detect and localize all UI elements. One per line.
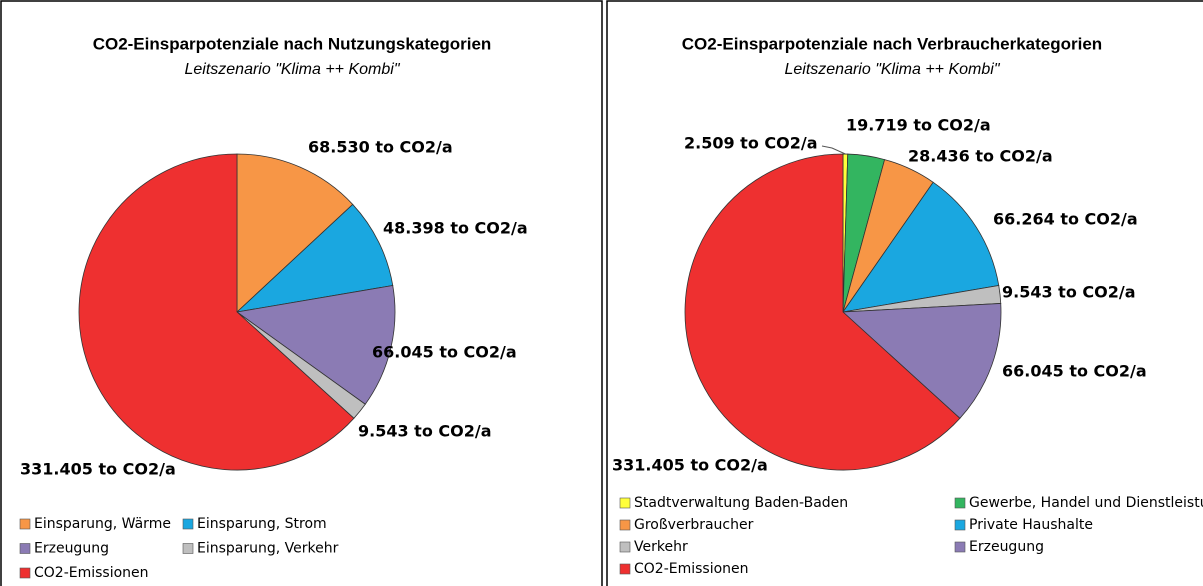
legend-label: Einsparung, Verkehr [197,541,339,557]
data-label: 66.045 to CO2/a [372,343,517,362]
legend-swatch [182,543,194,554]
data-label: 66.045 to CO2/a [1002,362,1147,381]
pie-slice [78,153,355,471]
data-label: 68.530 to CO2/a [308,138,453,157]
data-label: 28.436 to CO2/a [908,147,1053,166]
chart-title: CO2-Einsparpotenziale nach Nutzungskateg… [93,34,492,53]
data-label: 19.719 to CO2/a [846,116,991,135]
pie-slice [235,285,396,405]
legend-label: CO2-Emissionen [34,565,149,581]
legend-swatch [619,519,631,531]
legend-swatch [619,497,631,509]
data-label: 48.398 to CO2/a [383,219,528,238]
data-label: 66.264 to CO2/a [993,210,1138,229]
data-label: 331.405 to CO2/a [612,456,768,475]
pie-slice [235,203,394,313]
legend-label: Verkehr [634,539,688,555]
legend-label: Gewerbe, Handel und Dienstleistungen [969,495,1203,511]
legend-swatch [19,518,31,530]
panel-border [0,0,603,586]
legend-swatch [619,563,631,575]
chart-subtitle: Leitszenario "Klima ++ Kombi" [184,61,400,78]
legend-label: Einsparung, Wärme [34,516,171,532]
legend-label: Erzeugung [34,541,109,557]
data-label: 9.543 to CO2/a [1002,283,1136,302]
chart-title: CO2-Einsparpotenziale nach Verbraucherka… [682,34,1102,53]
legend-label: Stadtverwaltung Baden-Baden [634,495,848,511]
legend-label: Großverbraucher [634,517,754,533]
legend-label: Erzeugung [969,539,1044,555]
pie-slice [842,181,1000,313]
panel-border [606,0,1203,586]
legend-label: Private Haushalte [969,517,1093,533]
pie-slice [236,153,354,313]
pie-slice [842,303,1002,419]
legend-swatch [19,567,31,579]
data-label: 9.543 to CO2/a [358,422,492,441]
legend-swatch [19,543,31,554]
legend-swatch [619,541,631,553]
legend-swatch [954,541,966,553]
legend-swatch [954,497,966,509]
legend-swatch [182,518,194,530]
data-label: 331.405 to CO2/a [20,460,176,479]
leader-line [821,145,846,155]
legend-label: Einsparung, Strom [197,516,327,532]
legend-label: CO2-Emissionen [634,561,749,577]
chart-subtitle: Leitszenario "Klima ++ Kombi" [784,61,1000,78]
legend-swatch [954,519,966,531]
data-label: 2.509 to CO2/a [684,134,818,153]
pie-slice [684,153,961,471]
